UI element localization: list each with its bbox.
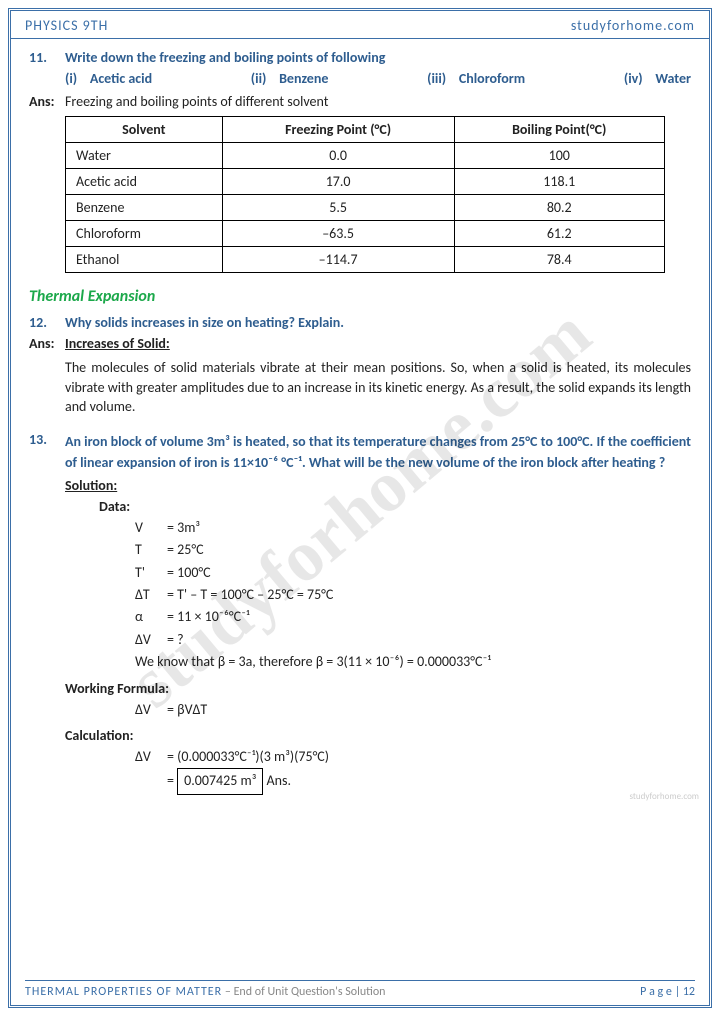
page-number: P a g e | 12 [640,985,695,999]
data-line: ΔT= T' – T = 100°C – 25°C = 75°C [135,584,691,606]
th-solvent: Solvent [66,117,223,143]
q11-options: (i) Acetic acid (ii) Benzene (iii) Chlor… [65,70,691,87]
q12-text: Why solids increases in size on heating?… [65,314,691,331]
ans-text: Freezing and boiling points of different… [65,93,691,110]
opt-iv: (iv) Water [624,70,691,87]
footer-left: THERMAL PROPERTIES OF MATTER – End of Un… [25,985,385,999]
ans-label: Ans: [29,93,65,110]
formula-label: Working Formula: [65,680,691,697]
calc-line: ΔV= (0.000033°C⁻¹)(3 m³)(75°C) [135,746,691,768]
page: studyforhome.com studyforhome.com PHYSIC… [8,8,712,1008]
table-row: Chloroform–63.561.2 [66,221,665,247]
small-watermark: studyforhome.com [629,791,699,802]
th-boil: Boiling Point(°C) [454,117,665,143]
q11-num: 11. [29,49,65,66]
q12-body: The molecules of solid materials vibrate… [65,358,691,417]
q13-row: 13. An iron block of volume 3m³ is heate… [29,431,691,473]
beta-note: We know that β = 3a, therefore β = 3(11 … [135,651,691,673]
opt-ii: (ii) Benzene [251,70,329,87]
calc-label: Calculation: [65,727,691,744]
table-row: Benzene5.580.2 [66,195,665,221]
solution: Solution: Data: V= 3m³ T= 25°C T'= 100°C… [65,477,691,795]
data-label: Data: [99,498,691,515]
data-line: ΔV= ? [135,629,691,651]
table-row: Ethanol–114.778.4 [66,247,665,273]
page-footer: THERMAL PROPERTIES OF MATTER – End of Un… [25,980,695,999]
result-line: = 0.007425 m³ Ans. [135,768,691,794]
data-line: V= 3m³ [135,517,691,539]
q12-ans-row: Ans: Increases of Solid: [29,335,691,352]
table-row: Acetic acid17.0118.1 [66,169,665,195]
calc-lines: ΔV= (0.000033°C⁻¹)(3 m³)(75°C) = 0.00742… [135,746,691,795]
page-header: PHYSICS 9TH studyforhome.com [11,11,709,39]
table-row: Water0.0100 [66,143,665,169]
final-answer: 0.007425 m³ [177,768,263,794]
th-freeze: Freezing Point (°C) [222,117,454,143]
content: 11. Write down the freezing and boiling … [11,39,709,803]
q12-heading: Increases of Solid: [65,335,170,352]
q11-text: Write down the freezing and boiling poin… [65,49,691,66]
solution-label: Solution: [65,477,691,494]
table-header: Solvent Freezing Point (°C) Boiling Poin… [66,117,665,143]
q12-num: 12. [29,314,65,331]
ans-label: Ans: [29,335,65,352]
q11-ans-row: Ans: Freezing and boiling points of diff… [29,93,691,110]
formula-line: ΔV= βVΔT [135,699,691,721]
data-line: T= 25°C [135,539,691,561]
q12-row: 12. Why solids increases in size on heat… [29,314,691,331]
solvent-table: Solvent Freezing Point (°C) Boiling Poin… [65,116,665,273]
opt-iii: (iii) Chloroform [427,70,525,87]
header-right: studyforhome.com [571,17,695,34]
q11-row: 11. Write down the freezing and boiling … [29,49,691,66]
data-line: α= 11 × 10⁻⁶°C⁻¹ [135,606,691,628]
data-lines: V= 3m³ T= 25°C T'= 100°C ΔT= T' – T = 10… [135,517,691,674]
q13-num: 13. [29,431,65,473]
section-heading: Thermal Expansion [29,287,691,306]
opt-i: (i) Acetic acid [65,70,152,87]
header-left: PHYSICS 9TH [25,17,108,34]
data-line: T'= 100°C [135,562,691,584]
q13-text: An iron block of volume 3m³ is heated, s… [65,431,691,473]
